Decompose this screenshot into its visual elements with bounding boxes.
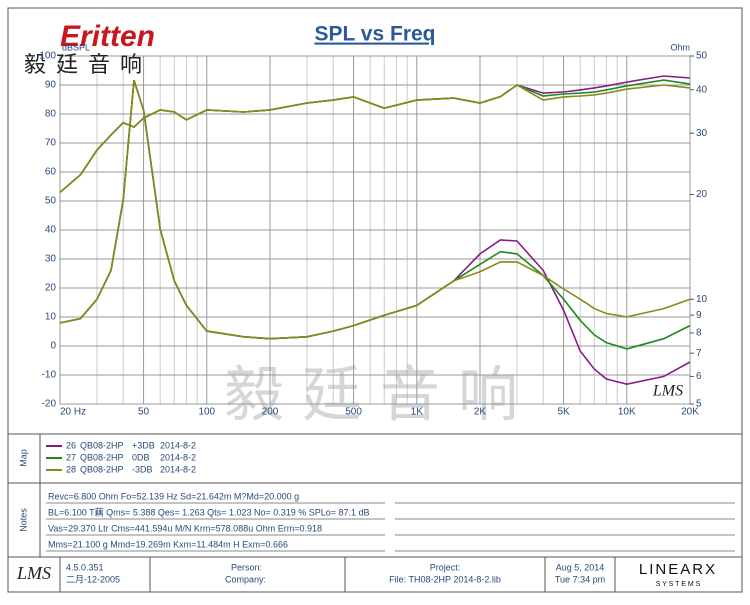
series-line [59,79,691,340]
legend-name: QB08-2HP [80,452,124,462]
note-line: Mms=21.100 g Mmd=19.269m Kxm=11.484m H E… [48,539,288,549]
company: Company: [225,574,266,584]
y-tick-label: 50 [45,196,57,207]
x-tick-label: 200 [262,407,279,418]
x-tick-label: 500 [345,407,362,418]
legend-id: 28 [66,464,76,474]
legend-level: +3DB [132,440,155,450]
legend-name: QB08-2HP [80,440,124,450]
y2-tick-label: 6 [696,371,702,382]
logo-chinese: 毅廷音响 [24,53,152,78]
legend-name: QB08-2HP [80,464,124,474]
x-tick-label: 20K [681,407,699,418]
plot-logo: LMS [652,383,683,400]
x-tick-label: 10K [618,407,636,418]
y-tick-label: 80 [45,109,57,120]
watermark: 毅廷音响 [224,361,536,431]
y-tick-label: -10 [42,370,57,381]
x-tick-label: 100 [198,407,215,418]
y-tick-label: 60 [45,167,57,178]
y-axis-label: dBSPL [62,42,90,52]
vendor: LINEARX [639,561,717,578]
note-line: Vas=29.370 Ltr Cms=441.594u M/N Krm=578.… [48,523,322,533]
x-tick-label: 2K [474,407,487,418]
time: Tue 7:34 pm [555,574,605,584]
version: 4.5.0.351 [66,562,104,572]
version-date: 二月-12-2005 [66,574,120,584]
vendor-sub: S Y S T E M S [656,581,701,588]
y2-axis-label: Ohm [670,42,690,52]
legend-date: 2014-8-2 [160,452,196,462]
series-line [59,84,691,193]
y-tick-label: 90 [45,80,57,91]
y2-tick-label: 30 [696,128,708,139]
footer [59,557,616,592]
y2-tick-label: 8 [696,328,702,339]
map-label: Map [18,449,28,467]
y-tick-label: 70 [45,138,57,149]
y2-tick-label: 10 [696,294,708,305]
y2-tick-label: 5 [696,399,702,410]
legend-id: 26 [66,440,76,450]
y-tick-label: 40 [45,225,57,236]
project: Project: [430,562,461,572]
y2-tick-label: 20 [696,189,708,200]
legend-level: -3DB [132,464,153,474]
legend-level: 0DB [132,452,150,462]
y-tick-label: -20 [42,399,57,410]
legend-date: 2014-8-2 [160,440,196,450]
x-tick-label: 20 Hz [60,407,86,418]
x-tick-label: 1K [411,407,424,418]
y-tick-label: 0 [50,341,56,352]
chart-title: SPL vs Freq [315,23,436,46]
x-tick-label: 50 [138,407,150,418]
y-tick-label: 10 [45,312,57,323]
notes-label: Notes [18,508,28,532]
date: Aug 5, 2014 [556,562,605,572]
person: Person: [231,562,262,572]
y2-tick-label: 40 [696,84,708,95]
footer-logo: LMS [16,563,51,583]
y-tick-label: 20 [45,283,57,294]
y2-tick-label: 50 [696,51,708,62]
x-tick-label: 5K [557,407,570,418]
legend-date: 2014-8-2 [160,464,196,474]
note-line: Revc=6.800 Ohm Fo=52.139 Hz Sd=21.642m M… [48,491,299,501]
y-tick-label: 30 [45,254,57,265]
y2-tick-label: 7 [696,348,702,359]
logo: Eritten [60,20,155,53]
y2-tick-label: 9 [696,310,702,321]
y-tick-label: 100 [39,51,56,62]
legend-id: 27 [66,452,76,462]
note-line: BL=6.100 T藕 Qms= 5.388 Qes= 1.263 Qts= 1… [48,506,370,517]
file: File: TH08-2HP 2014-8-2.lib [389,574,501,584]
